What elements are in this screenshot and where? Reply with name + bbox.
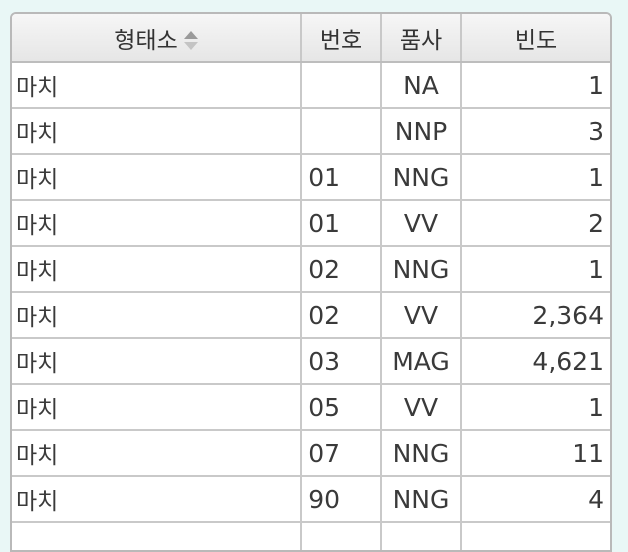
empty-cell: [461, 522, 610, 550]
cell-frequency: 4: [461, 476, 610, 523]
cell-number: 90: [301, 476, 382, 523]
empty-row: [12, 522, 610, 550]
cell-frequency: 2,364: [461, 292, 610, 339]
header-row: 형태소 번호 품사 빈도: [12, 14, 610, 63]
cell-number: 05: [301, 384, 382, 431]
column-header-number[interactable]: 번호: [301, 14, 382, 63]
cell-morpheme: 마치: [12, 154, 302, 201]
empty-cell: [301, 522, 382, 550]
table-row[interactable]: 마치 02 VV 2,364: [12, 292, 610, 339]
empty-cell: [381, 522, 462, 550]
cell-pos: MAG: [381, 338, 462, 385]
table-row[interactable]: 마치 05 VV 1: [12, 384, 610, 431]
cell-number: 07: [301, 430, 382, 477]
column-header-label: 빈도: [514, 27, 558, 54]
column-header-label: 번호: [319, 27, 363, 54]
morpheme-table-container: 형태소 번호 품사 빈도 마치 NA 1 마치: [10, 12, 612, 552]
cell-morpheme: 마치: [12, 338, 302, 385]
cell-number: 02: [301, 292, 382, 339]
table-row[interactable]: 마치 01 NNG 1: [12, 154, 610, 201]
cell-frequency: 1: [461, 246, 610, 293]
cell-number: 01: [301, 200, 382, 247]
table-row[interactable]: 마치 NA 1: [12, 62, 610, 109]
table-row[interactable]: 마치 NNP 3: [12, 108, 610, 155]
cell-pos: VV: [381, 384, 462, 431]
table-row[interactable]: 마치 02 NNG 1: [12, 246, 610, 293]
cell-frequency: 11: [461, 430, 610, 477]
cell-pos: NNP: [381, 108, 462, 155]
cell-pos: NNG: [381, 476, 462, 523]
cell-morpheme: 마치: [12, 62, 302, 109]
cell-number: 03: [301, 338, 382, 385]
cell-pos: NA: [381, 62, 462, 109]
cell-pos: VV: [381, 292, 462, 339]
sort-up-down-icon[interactable]: [183, 30, 198, 52]
cell-pos: VV: [381, 200, 462, 247]
cell-morpheme: 마치: [12, 292, 302, 339]
cell-morpheme: 마치: [12, 430, 302, 477]
cell-frequency: 2: [461, 200, 610, 247]
cell-morpheme: 마치: [12, 246, 302, 293]
cell-morpheme: 마치: [12, 384, 302, 431]
cell-morpheme: 마치: [12, 476, 302, 523]
cell-pos: NNG: [381, 246, 462, 293]
cell-pos: NNG: [381, 430, 462, 477]
table-header: 형태소 번호 품사 빈도: [12, 14, 610, 63]
table-row[interactable]: 마치 07 NNG 11: [12, 430, 610, 477]
cell-number: 02: [301, 246, 382, 293]
column-header-label: 형태소: [114, 27, 178, 54]
cell-frequency: 1: [461, 384, 610, 431]
cell-number: [301, 108, 382, 155]
cell-frequency: 4,621: [461, 338, 610, 385]
table-row[interactable]: 마치 90 NNG 4: [12, 476, 610, 523]
column-header-label: 품사: [399, 27, 443, 54]
morpheme-frequency-table: 형태소 번호 품사 빈도 마치 NA 1 마치: [12, 14, 610, 550]
cell-morpheme: 마치: [12, 200, 302, 247]
cell-morpheme: 마치: [12, 108, 302, 155]
table-row[interactable]: 마치 01 VV 2: [12, 200, 610, 247]
table-row[interactable]: 마치 03 MAG 4,621: [12, 338, 610, 385]
cell-pos: NNG: [381, 154, 462, 201]
cell-frequency: 1: [461, 62, 610, 109]
cell-number: 01: [301, 154, 382, 201]
table-body: 마치 NA 1 마치 NNP 3 마치 01 NNG 1 마치 01 VV: [12, 62, 610, 550]
cell-number: [301, 62, 382, 109]
cell-frequency: 3: [461, 108, 610, 155]
empty-cell: [12, 522, 302, 550]
column-header-frequency[interactable]: 빈도: [461, 14, 610, 63]
column-header-pos[interactable]: 품사: [381, 14, 462, 63]
column-header-morpheme[interactable]: 형태소: [12, 14, 302, 63]
cell-frequency: 1: [461, 154, 610, 201]
